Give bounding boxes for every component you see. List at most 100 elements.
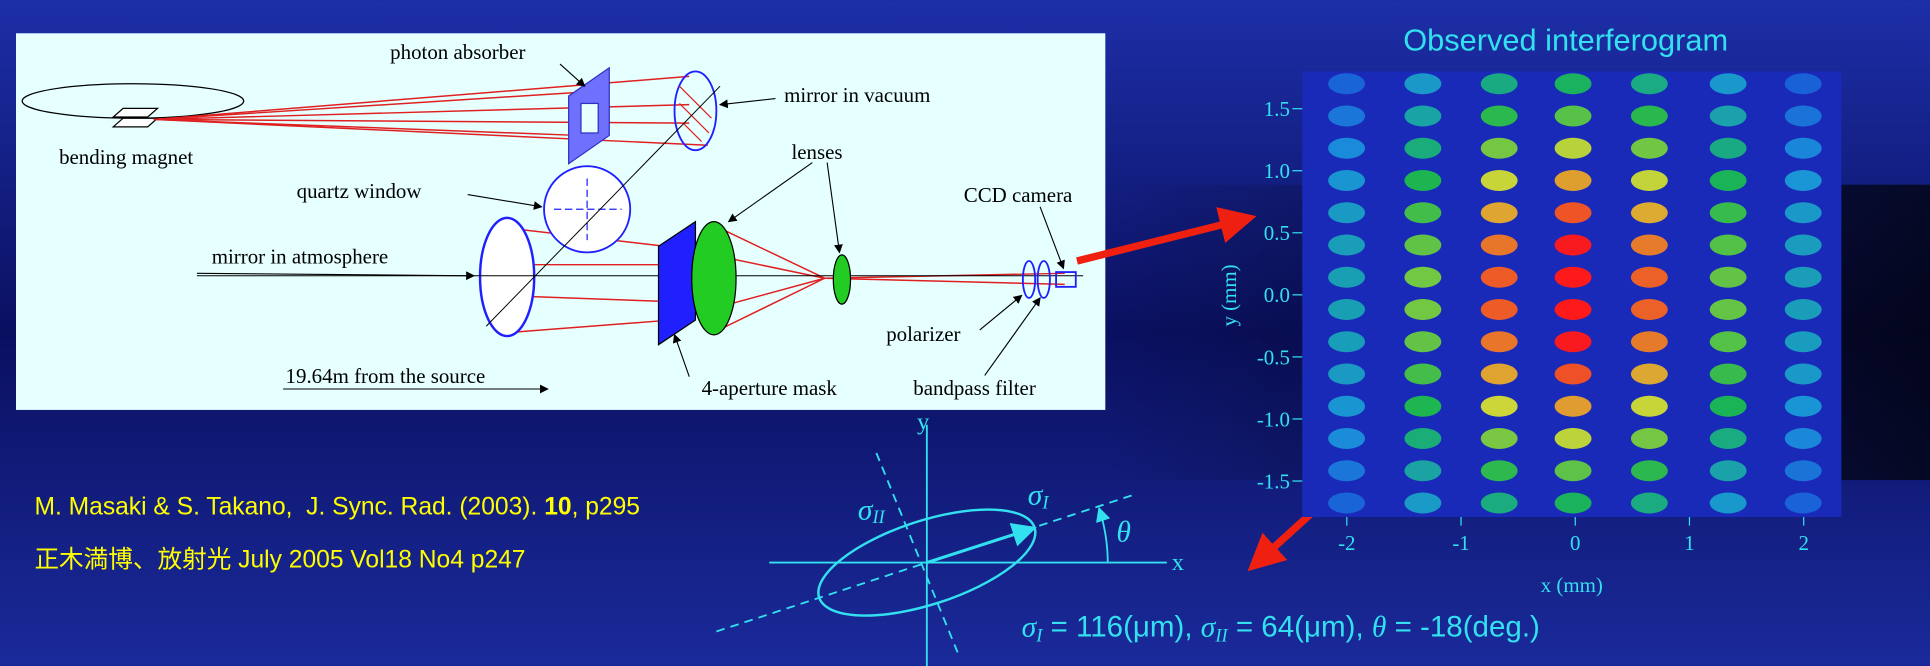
fringe-spot: [1710, 73, 1747, 94]
citation-text: , p295: [572, 494, 640, 521]
fringe-spot: [1481, 299, 1518, 320]
axis-label: x: [1172, 549, 1184, 576]
result-text: = -18(deg.): [1386, 610, 1539, 643]
fringe-spot: [1481, 170, 1518, 191]
citation-volume: 10: [544, 494, 571, 521]
fringe-spot: [1631, 267, 1668, 288]
fringe-spot: [1404, 428, 1441, 449]
fringe-spot: [1785, 396, 1822, 417]
fringe-spot: [1481, 267, 1518, 288]
fringe-spot: [1631, 106, 1668, 127]
fringe-spot: [1328, 138, 1365, 159]
fringe-spot: [1555, 460, 1592, 481]
fringe-spot: [1710, 364, 1747, 385]
label: CCD camera: [964, 183, 1073, 207]
fringe-spot: [1631, 73, 1668, 94]
fringe-spot: [1404, 364, 1441, 385]
fringe-spot: [1404, 267, 1441, 288]
fringe-spot: [1785, 428, 1822, 449]
fringe-spot: [1785, 202, 1822, 223]
fringe-spot: [1785, 331, 1822, 352]
fringe-spot: [1710, 396, 1747, 417]
label: 19.64m from the source: [286, 364, 486, 388]
fringe-spot: [1631, 364, 1668, 385]
fringe-spot: [1404, 493, 1441, 514]
fringe-spot: [1404, 396, 1441, 417]
fringe-spot: [1481, 202, 1518, 223]
optics-diagram: photon absorber mirror in vacuum bending…: [16, 33, 1105, 410]
y-tick-label: 0.0: [1264, 283, 1290, 307]
interferogram-title: Observed interferogram: [1403, 23, 1728, 58]
fringe-spot: [1631, 235, 1668, 256]
fringe-spot: [1631, 493, 1668, 514]
fringe-spot: [1328, 235, 1365, 256]
fringe-spot: [1404, 299, 1441, 320]
symbol: θ: [1372, 611, 1387, 643]
x-axis-label: x (mm): [1541, 573, 1603, 597]
fringe-spot: [1710, 299, 1747, 320]
fringe-spot: [1785, 235, 1822, 256]
fringe-spot: [1555, 364, 1592, 385]
lens-small: [833, 255, 850, 304]
fringe-spot: [1555, 396, 1592, 417]
fringe-spot: [1631, 428, 1668, 449]
fringe-spot: [1328, 267, 1365, 288]
x-tick-label: -2: [1338, 531, 1355, 555]
fringe-spot: [1631, 170, 1668, 191]
x-tick-label: 0: [1570, 531, 1580, 555]
fringe-spot: [1481, 73, 1518, 94]
fringe-spot: [1555, 267, 1592, 288]
fringe-spot: [1710, 460, 1747, 481]
citation: M. Masaki & S. Takano, J. Sync. Rad. (20…: [34, 494, 640, 521]
fringe-spot: [1481, 106, 1518, 127]
fringe-spot: [1710, 493, 1747, 514]
fringe-spot: [1481, 235, 1518, 256]
fringe-spot: [1710, 170, 1747, 191]
interferogram-image: [1302, 71, 1841, 517]
fringe-spot: [1555, 331, 1592, 352]
x-tick-label: 1: [1684, 531, 1694, 555]
fringe-spot: [1710, 235, 1747, 256]
y-tick-label: 0.5: [1264, 221, 1290, 245]
x-tick-label: -1: [1452, 531, 1469, 555]
fringe-spot: [1328, 299, 1365, 320]
fringe-spot: [1631, 299, 1668, 320]
fringe-spot: [1328, 106, 1365, 127]
fringe-spot: [1710, 106, 1747, 127]
label: 4-aperture mask: [702, 376, 838, 400]
fringe-spot: [1710, 202, 1747, 223]
label: mirror in atmosphere: [212, 244, 389, 268]
magnet: [113, 108, 157, 126]
label: bending magnet: [59, 145, 193, 169]
fringe-spot: [1785, 460, 1822, 481]
fringe-spot: [1785, 299, 1822, 320]
fringe-spot: [1785, 73, 1822, 94]
fringe-spot: [1555, 235, 1592, 256]
fringe-spot: [1328, 73, 1365, 94]
fringe-spot: [1328, 460, 1365, 481]
fringe-spot: [1785, 106, 1822, 127]
fringe-spot: [1404, 331, 1441, 352]
fringe-spot: [1328, 331, 1365, 352]
fringe-spot: [1785, 170, 1822, 191]
subscript: II: [1214, 625, 1228, 645]
subscript: II: [871, 507, 885, 527]
fringe-spot: [1710, 331, 1747, 352]
fringe-spot: [1631, 202, 1668, 223]
fringe-spot: [1631, 396, 1668, 417]
label: polarizer: [886, 322, 960, 346]
y-tick-label: -1.0: [1257, 407, 1290, 431]
label: bandpass filter: [913, 376, 1036, 400]
fringe-spot: [1785, 138, 1822, 159]
y-axis-label: y (mm): [1217, 264, 1241, 326]
citation-jp: 正木満博、放射光 July 2005 Vol18 No4 p247: [34, 545, 525, 573]
fringe-spot: [1481, 364, 1518, 385]
fringe-spot: [1404, 170, 1441, 191]
result: σI = 116(μm), σII = 64(μm), θ = -18(deg.…: [1022, 610, 1540, 645]
axis-label: y: [917, 409, 930, 436]
fringe-spot: [1710, 267, 1747, 288]
fringe-spot: [1404, 73, 1441, 94]
fringe-spot: [1710, 138, 1747, 159]
y-tick-label: -0.5: [1257, 345, 1290, 369]
fringe-spot: [1404, 235, 1441, 256]
